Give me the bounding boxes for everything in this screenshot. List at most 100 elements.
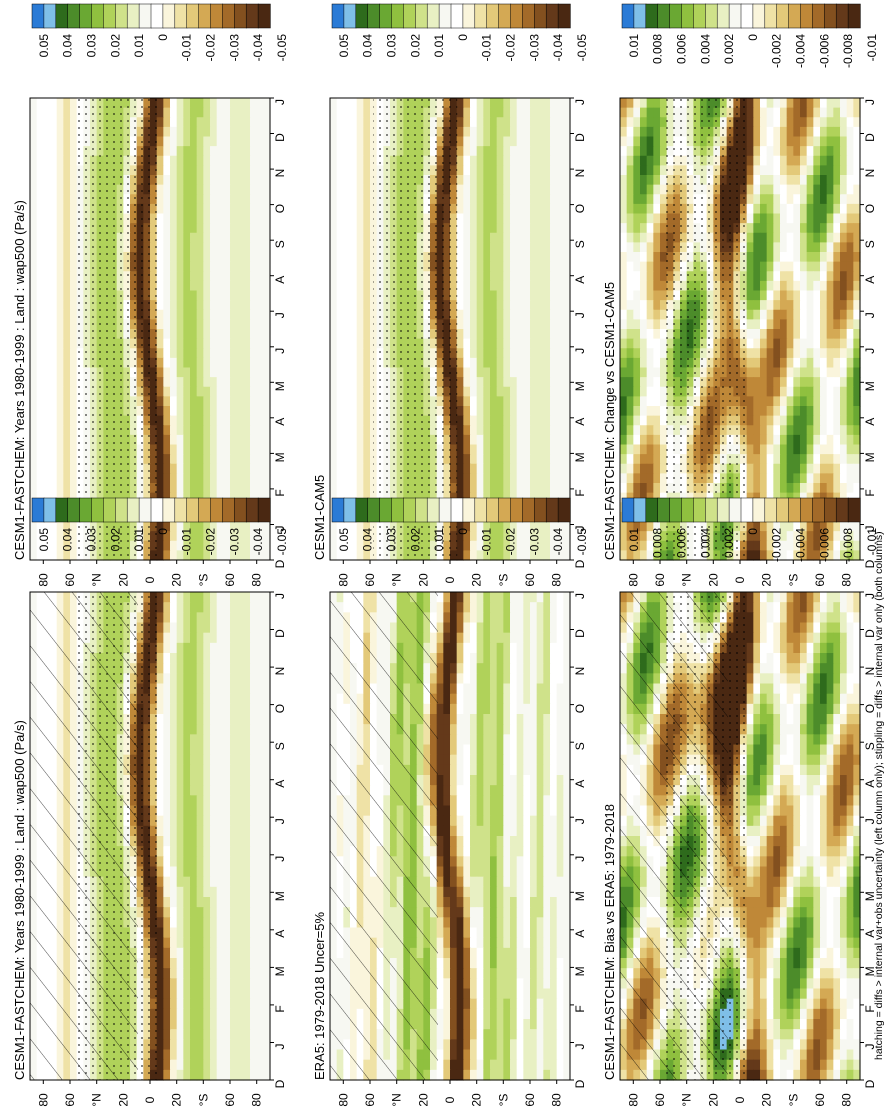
heatmap-cell bbox=[170, 338, 178, 349]
heatmap-cell bbox=[196, 825, 204, 837]
heatmap-cell bbox=[250, 653, 258, 664]
heatmap-cell bbox=[243, 1059, 251, 1071]
heatmap-cell bbox=[496, 836, 504, 847]
heatmap-cell bbox=[223, 836, 231, 847]
heatmap-cell bbox=[30, 434, 38, 446]
heatmap-cell bbox=[163, 386, 171, 397]
heatmap-cell bbox=[263, 805, 271, 817]
heatmap-cell bbox=[243, 734, 251, 746]
heatmap-cell bbox=[30, 271, 38, 282]
heatmap-cell bbox=[470, 714, 478, 725]
heatmap-cell bbox=[530, 815, 538, 827]
heatmap-cell bbox=[450, 754, 458, 766]
heatmap-cell bbox=[50, 540, 58, 551]
heatmap-cell bbox=[550, 642, 558, 654]
heatmap-cell bbox=[203, 1008, 211, 1020]
heatmap-cell bbox=[470, 805, 478, 817]
heatmap-cell bbox=[483, 795, 491, 807]
heatmap-cell bbox=[156, 978, 164, 990]
heatmap-cell bbox=[170, 1029, 178, 1040]
heatmap-cell bbox=[243, 126, 251, 138]
heatmap-cell bbox=[216, 998, 224, 1010]
heatmap-cell bbox=[36, 473, 44, 484]
heatmap-cell bbox=[230, 300, 238, 311]
heatmap-cell bbox=[36, 242, 44, 253]
heatmap-cell bbox=[236, 165, 244, 176]
heatmap-cell bbox=[256, 846, 264, 857]
panel-title: CESM1-FASTCHEM: Years 1980-1999 : Land :… bbox=[12, 720, 27, 1080]
heatmap-cell bbox=[170, 348, 178, 359]
heatmap-cell bbox=[463, 978, 471, 990]
heatmap-cell bbox=[223, 612, 231, 624]
heatmap-cell bbox=[243, 242, 251, 253]
heatmap-cell bbox=[523, 866, 531, 878]
heatmap-cell bbox=[43, 406, 51, 417]
heatmap-cell bbox=[30, 223, 38, 234]
heatmap-cell bbox=[556, 653, 564, 664]
heatmap-cell bbox=[50, 194, 58, 205]
heatmap-cell bbox=[50, 223, 58, 234]
heatmap-cell bbox=[236, 175, 244, 186]
heatmap-cell bbox=[223, 622, 231, 634]
heatmap-cell bbox=[43, 319, 51, 330]
heatmap-cell bbox=[203, 805, 211, 817]
heatmap-cell bbox=[536, 744, 544, 756]
heatmap-cell bbox=[190, 846, 198, 857]
heatmap-cell bbox=[436, 846, 444, 857]
heatmap-cell bbox=[563, 632, 571, 644]
heatmap-cell bbox=[170, 184, 178, 195]
heatmap-cell bbox=[56, 194, 64, 205]
heatmap-cell bbox=[236, 290, 244, 301]
heatmap-cell bbox=[210, 683, 218, 695]
heatmap-cell bbox=[483, 775, 491, 786]
heatmap-cell bbox=[510, 917, 518, 929]
heatmap-cell bbox=[163, 1019, 171, 1030]
heatmap-cell bbox=[170, 886, 178, 898]
heatmap-cell bbox=[436, 876, 444, 888]
heatmap-cell bbox=[203, 425, 211, 436]
heatmap-cell bbox=[556, 663, 564, 674]
heatmap-cell bbox=[490, 744, 498, 756]
heatmap-cell bbox=[176, 795, 184, 807]
heatmap-cell bbox=[50, 531, 58, 542]
heatmap-cell bbox=[503, 988, 511, 1000]
heatmap-cell bbox=[256, 947, 264, 959]
month-tick-label: S bbox=[273, 742, 287, 750]
heatmap-cell bbox=[563, 866, 571, 878]
heatmap-cell bbox=[163, 622, 171, 634]
heatmap-cell bbox=[203, 367, 211, 378]
heatmap-cell bbox=[256, 663, 264, 674]
heatmap-cell bbox=[236, 846, 244, 857]
heatmap-cell bbox=[56, 165, 64, 176]
heatmap-cell bbox=[490, 897, 498, 908]
heatmap-cell bbox=[170, 261, 178, 272]
heatmap-cell bbox=[443, 592, 451, 603]
heatmap-cell bbox=[176, 988, 184, 1000]
heatmap-cell bbox=[196, 290, 204, 301]
heatmap-cell bbox=[216, 653, 224, 664]
heatmap-cell bbox=[196, 998, 204, 1010]
heatmap-cell bbox=[203, 968, 211, 979]
heatmap-cell bbox=[476, 673, 484, 685]
heatmap-cell bbox=[230, 367, 238, 378]
heatmap-cell bbox=[243, 425, 251, 436]
heatmap-cell bbox=[536, 795, 544, 807]
heatmap-cell bbox=[563, 846, 571, 857]
heatmap-cell bbox=[156, 136, 164, 147]
heatmap-cell bbox=[256, 531, 264, 542]
heatmap-cell bbox=[230, 775, 238, 786]
heatmap-cell bbox=[156, 734, 164, 746]
heatmap-cell bbox=[156, 329, 164, 340]
heatmap-cell bbox=[170, 386, 178, 397]
heatmap-cell bbox=[243, 642, 251, 654]
heatmap-cell bbox=[236, 483, 244, 494]
heatmap-cell bbox=[490, 836, 498, 847]
heatmap-cell bbox=[543, 886, 551, 898]
heatmap-cell bbox=[510, 714, 518, 725]
heatmap-cell bbox=[256, 252, 264, 263]
heatmap-cell bbox=[503, 744, 511, 756]
heatmap-cell bbox=[256, 825, 264, 837]
heatmap-cell bbox=[176, 213, 184, 224]
heatmap-cell bbox=[156, 367, 164, 378]
heatmap-cell bbox=[196, 1019, 204, 1030]
